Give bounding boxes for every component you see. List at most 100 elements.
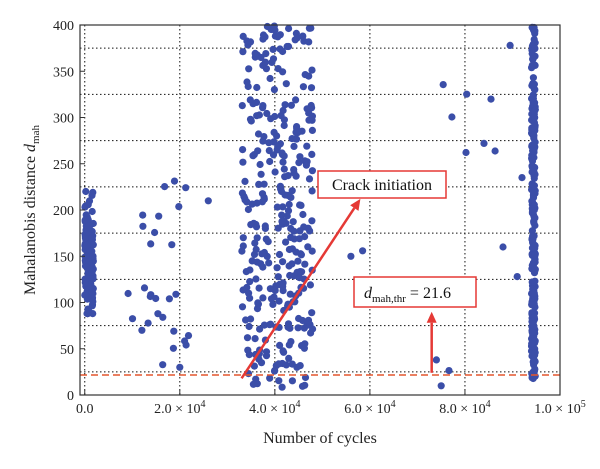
threshold-label-sub: mah,thr	[372, 293, 406, 305]
x-tick-label: 6.0 × 104	[344, 399, 395, 417]
data-point	[294, 257, 302, 265]
data-point	[253, 199, 261, 207]
data-point	[147, 240, 155, 248]
data-point	[246, 96, 254, 104]
data-point	[281, 101, 289, 109]
y-axis-ticks: 0 50 100 150 200 250 300 350 400	[53, 19, 85, 404]
y-tick-label: 0	[67, 389, 74, 404]
data-point	[292, 248, 300, 256]
data-point	[284, 207, 293, 215]
data-point	[254, 300, 262, 308]
data-point	[308, 150, 316, 158]
data-point	[270, 22, 278, 30]
data-point	[245, 289, 253, 297]
data-point	[531, 214, 539, 222]
crack-label-box	[317, 170, 447, 199]
x-tick-label: 8.0 × 104	[439, 399, 490, 417]
data-point	[529, 74, 538, 82]
data-point	[147, 291, 155, 299]
data-point	[305, 38, 313, 46]
data-point	[294, 324, 302, 332]
data-point	[499, 243, 507, 251]
data-point	[84, 228, 92, 236]
data-point	[260, 321, 268, 329]
data-point	[531, 244, 539, 252]
data-point	[165, 295, 173, 303]
data-point	[529, 54, 537, 62]
data-point	[161, 183, 169, 191]
data-point	[264, 238, 272, 246]
data-point	[239, 158, 247, 166]
data-point	[88, 268, 96, 276]
data-point	[258, 250, 266, 258]
x-tick-label: 0.0	[76, 402, 94, 417]
data-point	[85, 222, 93, 230]
data-point	[437, 382, 445, 390]
data-point	[273, 132, 281, 140]
data-point	[300, 324, 308, 332]
grid-lines	[80, 25, 560, 395]
data-point	[528, 370, 536, 378]
data-point	[184, 332, 193, 340]
data-point	[279, 203, 287, 211]
data-point	[295, 159, 303, 167]
data-point	[279, 258, 287, 266]
data-point	[81, 202, 90, 210]
data-point	[308, 247, 316, 255]
data-point	[82, 187, 90, 196]
data-point	[176, 363, 184, 371]
data-point	[306, 281, 314, 289]
data-point	[170, 177, 179, 185]
data-point	[528, 205, 536, 213]
data-point	[260, 195, 268, 203]
data-point	[288, 377, 296, 385]
data-point	[241, 177, 249, 185]
threshold-label-rest: = 21.6	[406, 285, 451, 302]
x-axis-ticks: 0.0 2.0 × 104 4.0 × 104 6.0 × 104 8.0 × 104 1…	[76, 390, 586, 417]
data-point	[280, 165, 288, 173]
data-point	[170, 327, 178, 335]
data-point	[181, 337, 189, 345]
data-point	[280, 121, 288, 130]
data-point	[259, 31, 268, 39]
data-point	[89, 241, 97, 249]
data-point	[285, 24, 293, 33]
data-point	[263, 22, 271, 31]
y-axis-title: Mahalanobis distance dmah	[22, 124, 42, 295]
data-point	[295, 274, 303, 282]
data-point	[267, 115, 275, 123]
data-point	[268, 58, 276, 66]
x-tick-label: 1.0 × 105	[534, 399, 585, 417]
data-point	[299, 316, 307, 325]
data-point	[282, 80, 290, 88]
data-point	[246, 266, 254, 274]
data-point	[293, 125, 301, 133]
data-point	[85, 258, 93, 266]
data-point	[303, 142, 311, 150]
data-point	[287, 101, 295, 109]
data-point	[285, 200, 293, 209]
data-point	[308, 104, 316, 112]
data-point	[262, 50, 270, 58]
data-point	[271, 168, 279, 176]
data-point	[88, 191, 96, 199]
x-tick-label: 4.0 × 104	[249, 399, 300, 417]
data-point	[252, 245, 260, 254]
data-point	[308, 126, 316, 134]
data-point	[528, 24, 536, 32]
data-point	[266, 74, 274, 83]
data-point	[304, 243, 312, 251]
data-point	[518, 174, 526, 182]
data-point	[265, 259, 273, 267]
data-point	[296, 362, 304, 370]
crack-arrow	[240, 207, 356, 380]
y-tick-label: 400	[53, 19, 74, 34]
data-point	[529, 91, 537, 99]
data-point	[175, 203, 183, 211]
data-point	[259, 294, 267, 302]
data-point	[182, 184, 190, 192]
data-point	[288, 187, 296, 195]
data-point	[144, 319, 152, 327]
data-point	[83, 241, 91, 249]
data-point	[257, 53, 265, 62]
